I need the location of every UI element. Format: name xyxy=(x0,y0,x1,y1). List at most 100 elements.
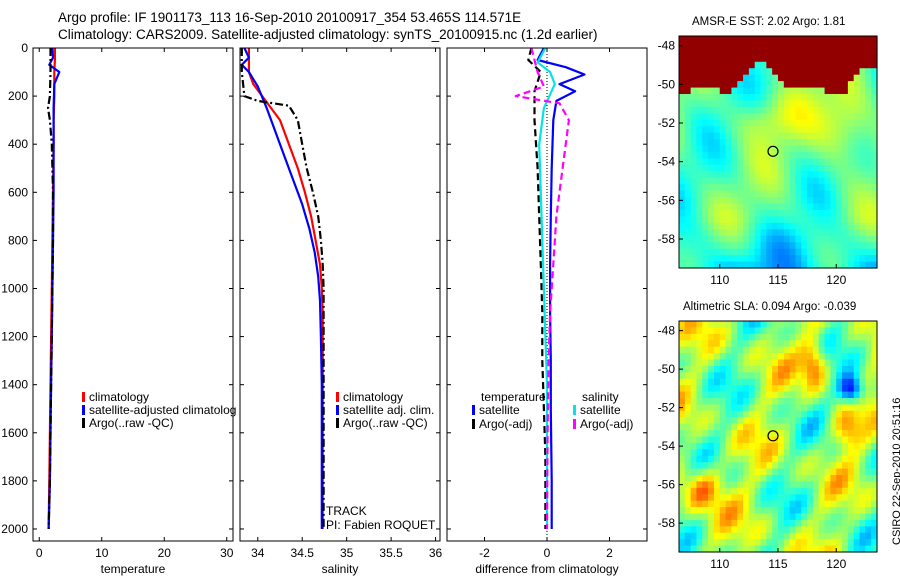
heatmap-cell xyxy=(737,494,744,502)
heatmap-cell xyxy=(708,68,715,76)
heatmap-cell xyxy=(830,113,837,121)
heatmap-cell xyxy=(871,210,878,218)
heatmap-cell xyxy=(824,42,832,50)
heatmap-cell xyxy=(748,113,756,121)
heatmap-cell xyxy=(684,346,692,354)
heatmap-cell xyxy=(871,235,878,243)
heatmap-cell xyxy=(789,119,797,127)
heatmap-cell xyxy=(748,81,756,89)
heatmap-cell xyxy=(824,333,832,341)
heatmap-cell xyxy=(871,430,878,438)
heatmap-cell xyxy=(818,507,826,515)
heatmap-cell xyxy=(818,346,826,354)
heatmap-cell xyxy=(743,404,750,412)
heatmap-cell xyxy=(684,436,692,444)
heatmap-cell xyxy=(824,119,832,127)
heatmap-cell xyxy=(859,455,866,463)
heatmap-cell xyxy=(772,248,779,256)
heatmap-cell xyxy=(859,100,866,108)
heatmap-cell xyxy=(684,216,692,224)
heatmap-cell xyxy=(812,177,820,185)
heatmap-cell xyxy=(807,507,814,515)
heatmap-cell xyxy=(853,532,861,540)
heatmap-cell xyxy=(684,410,692,418)
heatmap-cell xyxy=(766,255,773,263)
heatmap-cell xyxy=(783,417,791,425)
heatmap-cell xyxy=(847,55,855,63)
heatmap-cell xyxy=(754,417,762,425)
heatmap-cell xyxy=(871,261,878,269)
heatmap-cell xyxy=(818,132,826,140)
heatmap-cell xyxy=(859,327,866,335)
heatmap-cell xyxy=(702,36,709,44)
heatmap-cell xyxy=(713,81,721,89)
heatmap-cell xyxy=(702,346,709,354)
heatmap-cell xyxy=(696,321,703,329)
heatmap-cell xyxy=(865,372,872,380)
heatmap-cell xyxy=(783,222,791,230)
heatmap-cell xyxy=(812,455,820,463)
heatmap-cell xyxy=(743,119,750,127)
heatmap-cell xyxy=(748,372,756,380)
heatmap-cell xyxy=(795,462,802,470)
heatmap-cell xyxy=(708,532,715,540)
heatmap-cell xyxy=(725,475,733,483)
heatmap-cell xyxy=(708,519,715,527)
heatmap-cell xyxy=(801,436,808,444)
heatmap-cell xyxy=(859,177,866,185)
heatmap-cell xyxy=(684,106,692,114)
heatmap-cell xyxy=(778,229,785,237)
heatmap-cell xyxy=(812,436,820,444)
heatmap-cell xyxy=(719,494,727,502)
heatmap-cell xyxy=(842,513,849,521)
heatmap-cell xyxy=(789,113,797,121)
heatmap-cell xyxy=(789,106,797,114)
heatmap-cell xyxy=(766,132,773,140)
heatmap-cell xyxy=(743,410,750,418)
heatmap-cell xyxy=(807,100,814,108)
heatmap-cell xyxy=(690,94,698,102)
heatmap-cell xyxy=(812,519,820,527)
heatmap-cell xyxy=(853,36,861,44)
heatmap-cell xyxy=(760,455,767,463)
heatmap-cell xyxy=(731,164,738,172)
heatmap-cell xyxy=(690,365,698,373)
heatmap-cell xyxy=(830,184,837,192)
heatmap-cell xyxy=(760,139,767,147)
heatmap-cell xyxy=(708,94,715,102)
heatmap-cell xyxy=(807,449,814,457)
heatmap-cell xyxy=(702,139,709,147)
heatmap-cell xyxy=(702,42,709,50)
heatmap-cell xyxy=(853,74,861,82)
sst-map-argo-marker xyxy=(767,145,779,157)
heatmap-cell xyxy=(783,346,791,354)
heatmap-cell xyxy=(807,365,814,373)
heatmap-cell xyxy=(696,494,703,502)
heatmap-cell xyxy=(743,526,750,534)
heatmap-cell xyxy=(690,327,698,335)
heatmap-cell xyxy=(690,513,698,521)
heatmap-cell xyxy=(702,113,709,121)
heatmap-cell xyxy=(830,229,837,237)
heatmap-cell xyxy=(807,132,814,140)
heatmap-cell xyxy=(772,500,779,508)
heatmap-cell xyxy=(719,321,727,329)
plot-title-line2: Climatology: CARS2009. Satellite-adjuste… xyxy=(58,27,598,42)
heatmap-cell xyxy=(748,365,756,373)
heatmap-cell xyxy=(818,340,826,348)
heatmap-cell xyxy=(789,507,797,515)
heatmap-cell xyxy=(847,94,855,102)
heatmap-cell xyxy=(778,365,785,373)
heatmap-cell xyxy=(842,139,849,147)
heatmap-cell xyxy=(713,197,721,205)
heatmap-cell xyxy=(690,87,698,95)
heatmap-cell xyxy=(807,255,814,263)
heatmap-cell xyxy=(789,68,797,76)
heatmap-cell xyxy=(853,164,861,172)
heatmap-cell xyxy=(684,197,692,205)
heatmap-cell xyxy=(871,152,878,160)
heatmap-cell xyxy=(836,210,843,218)
heatmap-cell xyxy=(847,526,855,534)
heatmap-cell xyxy=(713,106,721,114)
heatmap-cell xyxy=(679,216,686,224)
